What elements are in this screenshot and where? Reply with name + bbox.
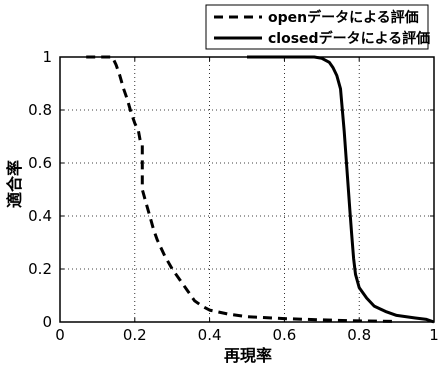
y-tick-label: 1 bbox=[42, 48, 52, 66]
x-tick-label: 0.2 bbox=[123, 326, 147, 344]
legend-label-open: openデータによる評価 bbox=[268, 9, 419, 26]
series-line-open bbox=[86, 55, 397, 323]
x-tick-label: 0 bbox=[55, 326, 65, 344]
x-tick-label: 0.6 bbox=[272, 326, 296, 344]
x-tick-label: 0.4 bbox=[198, 326, 222, 344]
y-tick-label: 0.4 bbox=[28, 207, 52, 225]
y-tick-label: 0 bbox=[42, 313, 52, 331]
series-line-closed bbox=[247, 55, 435, 324]
y-axis-label: 適合率 bbox=[5, 160, 24, 208]
series-layer bbox=[86, 55, 435, 324]
legend: openデータによる評価 closedデータによる評価 bbox=[205, 4, 430, 50]
plot-frame bbox=[59, 56, 435, 323]
x-tick-label: 1 bbox=[429, 326, 438, 344]
legend-box bbox=[205, 4, 429, 50]
legend-label-closed: closedデータによる評価 bbox=[268, 30, 430, 47]
y-tick-label: 0.2 bbox=[28, 260, 52, 278]
x-tick-label: 0.8 bbox=[347, 326, 371, 344]
y-tick-label: 0.8 bbox=[28, 101, 52, 119]
grid-lines bbox=[60, 57, 434, 322]
axis-ticks: 0 0.2 0.4 0.6 0.8 1 0 0.2 0.4 0.6 0.8 1 bbox=[28, 48, 438, 344]
x-axis-label: 再現率 bbox=[224, 346, 272, 365]
y-tick-label: 0.6 bbox=[28, 154, 52, 172]
